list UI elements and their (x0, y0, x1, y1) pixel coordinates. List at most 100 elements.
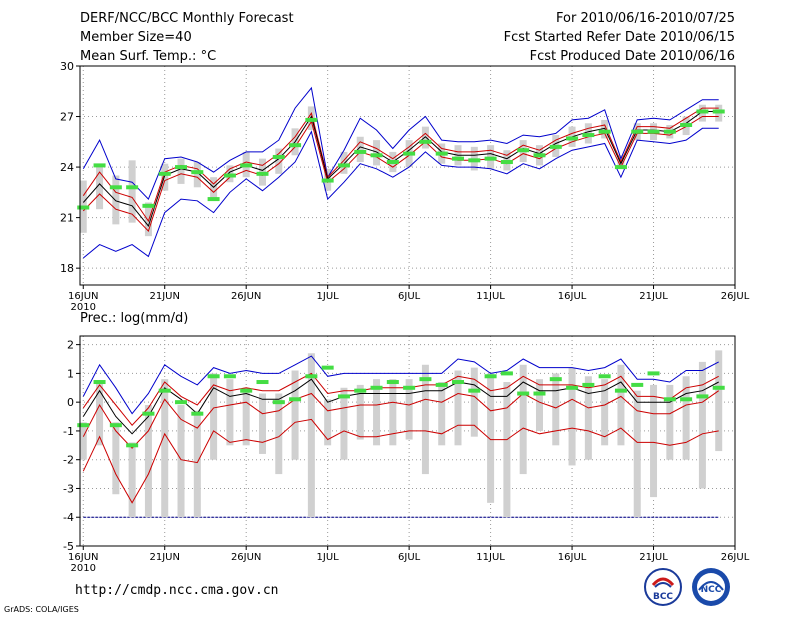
prec-xtick-label: 21JUN (149, 552, 179, 563)
temp-observed-marker (109, 185, 122, 190)
prec-xtick-label: 11JUL (476, 552, 505, 563)
prec-observed-marker (370, 385, 383, 390)
prec-ytick-label: -5 (63, 540, 74, 553)
prec-observed-marker (435, 382, 448, 387)
prec-observed-marker (77, 423, 90, 428)
temp-observed-marker (500, 160, 513, 165)
prec-box (161, 379, 169, 518)
prec-box (79, 422, 87, 460)
temp-xtick-label: 16JUL (558, 291, 587, 302)
produced-date-label: Fcst Produced Date 2010/06/16 (529, 49, 735, 64)
temp-ytick-label: 27 (60, 111, 74, 124)
prec-observed-marker (419, 377, 432, 382)
prec-ytick-label: 0 (67, 396, 74, 409)
prec-observed-marker (663, 397, 676, 402)
temp-observed-marker (240, 163, 253, 168)
chart-title: DERF/NCC/BCC Monthly Forecast (80, 11, 294, 26)
temp-line-upper-spread (82, 107, 719, 223)
temp-box (356, 136, 364, 163)
temp-xtick-label: 26JUN (231, 291, 261, 302)
prec-observed-marker (386, 380, 399, 385)
prec-box (503, 382, 511, 518)
prec-box (177, 405, 185, 518)
temp-observed-marker (272, 154, 285, 159)
prec-xtick-label: 16JUL (558, 552, 587, 563)
prec-ytick-label: -4 (63, 511, 74, 524)
prec-observed-marker (354, 388, 367, 393)
prec-observed-marker (207, 374, 220, 379)
prec-observed-marker (517, 391, 530, 396)
temp-observed-marker (354, 149, 367, 154)
prec-xtick-label: 1JUL (317, 552, 340, 563)
temp-box (421, 126, 429, 149)
temp-box (96, 163, 104, 210)
temp-box (340, 151, 348, 174)
temp-box (373, 140, 381, 166)
temp-observed-marker (712, 109, 725, 114)
temp-observed-marker (419, 139, 432, 144)
temperature-variable-label: Mean Surf. Temp.: °C (80, 49, 217, 64)
prec-plot-frame (79, 335, 736, 547)
temp-line-ensemble-mean (82, 111, 719, 228)
source-url: http://cmdp.ncc.cma.gov.cn (75, 583, 279, 598)
temp-box (144, 202, 152, 237)
prec-observed-marker (305, 374, 318, 379)
prec-xtick-label: 26JUN (231, 552, 261, 563)
temp-observed-marker (370, 153, 383, 158)
temp-box (210, 177, 218, 200)
prec-xtick-label: 21JUL (639, 552, 668, 563)
temp-observed-marker (223, 173, 236, 178)
temp-line-ensemble-min (82, 127, 719, 259)
temp-box (193, 162, 201, 188)
prec-line-ensemble-mean (82, 378, 719, 435)
prec-observed-marker (403, 385, 416, 390)
temp-observed-marker (305, 117, 318, 122)
prec-box (112, 422, 120, 495)
prec-box (193, 410, 201, 518)
temp-observed-marker (663, 129, 676, 134)
prec-box (682, 376, 690, 460)
prec-box (144, 405, 152, 518)
prec-box (438, 382, 446, 446)
temp-line-lower-spread (82, 116, 719, 233)
temp-xtick-label: 21JUN (149, 291, 179, 302)
temp-observed-marker (566, 136, 579, 141)
prec-observed-marker (647, 371, 660, 376)
prec-box (535, 379, 543, 431)
prec-xtick-year: 2010 (71, 563, 96, 574)
prec-box (552, 373, 560, 446)
temp-ytick-label: 18 (60, 262, 74, 275)
prec-box (698, 361, 706, 489)
prec-observed-marker (240, 388, 253, 393)
temp-line-ensemble-max (82, 86, 719, 201)
prec-box (275, 393, 283, 475)
prec-ytick-label: -1 (63, 425, 74, 438)
prec-observed-marker (631, 382, 644, 387)
prec-xtick-label: 6JUL (398, 552, 421, 563)
prec-observed-marker (614, 388, 627, 393)
prec-observed-marker (158, 388, 171, 393)
temp-observed-marker (256, 171, 269, 176)
prec-observed-marker (289, 397, 302, 402)
prec-observed-marker (582, 382, 595, 387)
temp-box (112, 175, 120, 225)
temp-ytick-label: 21 (60, 212, 74, 225)
temp-xtick-label: 26JUL (721, 291, 750, 302)
prec-observed-marker (272, 400, 285, 405)
prec-box (389, 379, 397, 446)
temp-ytick-label: 30 (60, 60, 74, 73)
prec-observed-marker (468, 388, 481, 393)
temp-observed-marker (468, 158, 481, 163)
forecast-period-label: For 2010/06/16-2010/07/25 (556, 11, 735, 26)
prec-observed-marker (175, 400, 188, 405)
prec-xtick-label: 26JUL (721, 552, 750, 563)
refer-date-label: Fcst Started Refer Date 2010/06/15 (503, 30, 735, 45)
prec-box (666, 384, 674, 460)
temp-observed-marker (696, 109, 709, 114)
prec-observed-marker (223, 374, 236, 379)
ncc-logo-text: NCC (701, 585, 722, 595)
temp-observed-marker (533, 153, 546, 158)
prec-observed-marker (126, 443, 139, 448)
prec-observed-marker (321, 365, 334, 370)
temp-observed-marker (517, 148, 530, 153)
